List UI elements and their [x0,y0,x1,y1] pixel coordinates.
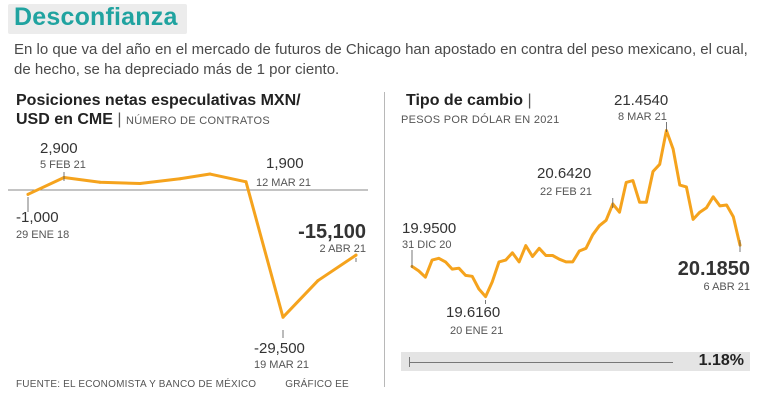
right-chart-separator: | [527,92,532,109]
left-data-point [316,279,320,283]
title-background [8,4,187,34]
right-data-point [511,251,514,254]
right-data-point [437,257,440,260]
right-data-point [598,224,601,227]
left-annotation-date: 5 FEB 21 [40,159,86,171]
right-data-point [564,260,568,264]
left-annotation-date: 12 MAR 21 [256,177,311,189]
left-data-point [26,192,30,196]
right-data-point [571,260,574,264]
right-data-point [444,260,447,264]
right-data-point [504,258,507,262]
right-annotation-date: 22 FEB 21 [540,186,592,198]
page-title: Desconfianza [14,3,178,31]
right-annotation-value: 21.4540 [614,92,668,109]
change-bar: 1.18% [401,352,750,371]
right-data-point [471,275,474,278]
left-chart-title-line1: Posiciones netas especulativas MXN/ [16,92,301,109]
right-data-point [698,211,701,214]
chart-divider [384,92,385,387]
right-data-point [625,181,628,184]
left-series-line [26,172,358,319]
right-annotation-value: 20.6420 [537,165,591,182]
left-chart-title: Posiciones netas especulativas MXN/ USD … [16,91,346,131]
right-data-point [618,211,621,214]
footer: FUENTE: EL ECONOMISTA Y BANCO DE MÉXICO … [16,379,349,390]
right-data-point [531,255,534,258]
right-data-point [584,247,588,250]
right-data-point [544,254,548,257]
left-annotation-date: 19 MAR 21 [254,359,309,371]
footer-credit: GRÁFICO EE [285,379,349,390]
right-data-point [424,276,427,279]
left-data-point [178,177,182,181]
left-annotation-date: 2 ABR 21 [320,243,366,255]
right-annotation-date: 20 ENE 21 [450,325,503,337]
right-data-point [705,206,708,209]
change-pct-label: 1.18% [698,352,744,369]
right-annotation-value: 19.9500 [402,220,456,237]
left-annotation-value: -15,100 [298,221,366,243]
right-data-point [477,287,481,291]
right-data-point [638,201,641,204]
left-chart-unit: NÚMERO DE CONTRATOS [125,115,270,127]
right-data-point [591,233,594,236]
right-chart-title-text: Tipo de cambio [406,92,524,109]
right-data-point [451,267,454,271]
right-annotation-date: 6 ABR 21 [704,281,750,293]
right-data-point [464,274,467,277]
left-annotation-value: 2,900 [40,140,78,157]
right-annotation-date: 8 MAR 21 [618,111,667,123]
right-data-point [430,258,434,262]
right-data-point [558,258,561,261]
right-data-point [671,147,675,151]
right-data-point [578,249,581,253]
right-data-point [497,260,501,264]
right-data-point [517,260,521,264]
right-data-point [658,163,661,166]
left-data-point [138,182,142,186]
page-subtitle: En lo que va del año en el mercado de fu… [14,41,748,78]
left-chart-separator: | [117,111,122,128]
right-data-point [551,254,554,257]
left-annotation-value: 1,900 [266,155,304,172]
right-data-point [685,185,688,189]
right-annotation-value: 20.1850 [678,258,750,280]
left-annotation-value: -29,500 [254,340,305,357]
left-chart-title-line2: USD en CME [16,111,113,128]
right-data-point [484,295,487,298]
right-data-point [678,183,681,187]
right-data-point [524,244,527,247]
right-data-point [718,204,722,208]
right-data-point [538,247,541,250]
footer-source: FUENTE: EL ECONOMISTA Y BANCO DE MÉXICO [16,379,257,390]
right-annotation-date: 31 DIC 20 [402,239,452,251]
right-data-point [645,201,648,204]
right-data-point [691,218,695,221]
left-data-point [244,180,248,184]
left-data-point [98,180,102,184]
right-data-point [732,215,735,218]
left-annotation-value: -1,000 [16,209,59,226]
right-annotation-value: 19.6160 [446,304,500,321]
right-data-point [491,280,494,283]
right-chart-unit: PESOS POR DÓLAR EN 2021 [401,114,560,126]
right-data-point [631,179,635,182]
right-data-point [457,267,461,270]
left-data-point [354,253,358,257]
right-data-point [417,269,420,273]
left-data-point [281,315,285,319]
left-annotation-date: 29 ENE 18 [16,229,69,241]
left-data-point [208,172,212,176]
right-data-point [712,195,715,198]
right-data-point [604,219,608,222]
right-chart-title: Tipo de cambio | [406,91,532,110]
right-data-point [725,203,728,207]
right-data-point [651,170,655,173]
change-bar-line [409,362,673,363]
